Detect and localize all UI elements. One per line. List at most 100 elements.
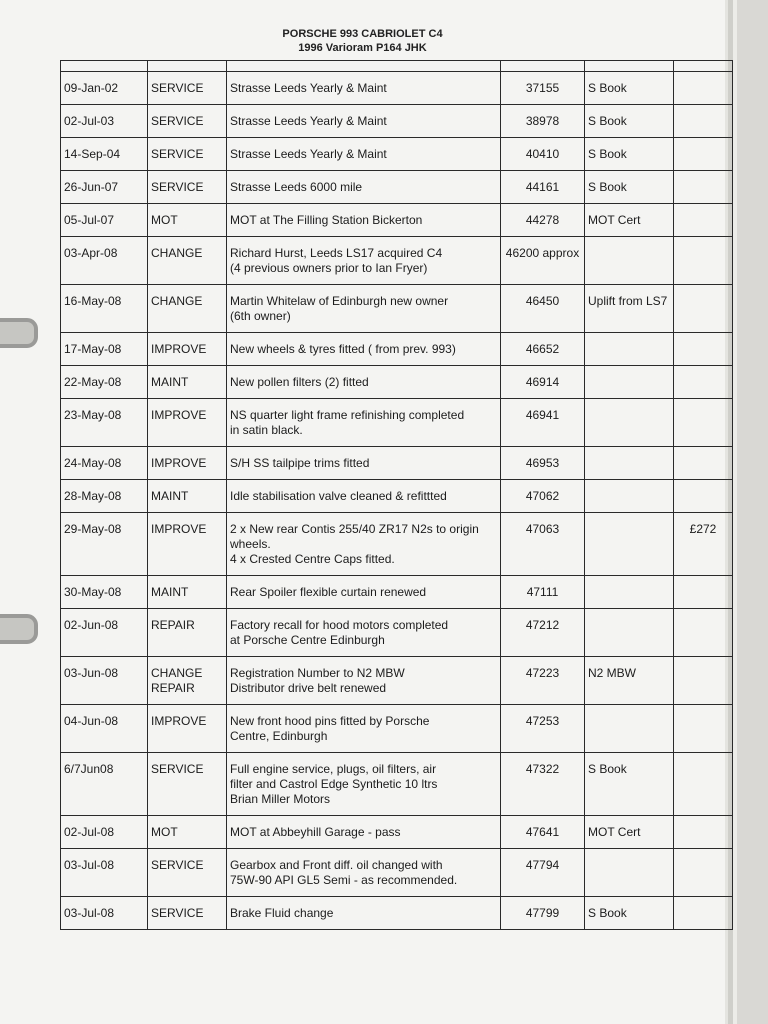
cell-note: S Book: [584, 104, 674, 138]
mileage: 47062: [525, 489, 560, 503]
cell-cost: [673, 203, 733, 237]
entry-row: 22-May-08 MAINT New pollen filters (2) fit…: [60, 365, 733, 399]
type-line: CHANGE: [151, 666, 203, 680]
description-line: Idle stabilisation valve cleaned & refit…: [230, 489, 447, 503]
cell-cost: [673, 896, 733, 930]
date: 03-Jul-08: [64, 858, 115, 872]
cell-type: SERVICE: [147, 752, 227, 816]
cell-type: IMPROVE: [147, 704, 227, 753]
entry-row: 03-Apr-08 CHANGE Richard Hurst, Leeds LS17…: [60, 236, 733, 285]
cell-note: [584, 236, 674, 285]
cell-cost: [673, 656, 733, 705]
entry-row: 16-May-08 CHANGE Martin Whitelaw of Edinbu…: [60, 284, 733, 333]
cell-description: Strasse Leeds Yearly & Maint: [226, 71, 501, 105]
note: MOT Cert: [588, 213, 641, 227]
date: 17-May-08: [64, 342, 122, 356]
date: 05-Jul-07: [64, 213, 115, 227]
cell-mileage: 38978: [500, 104, 585, 138]
cell-date: 14-Sep-04: [60, 137, 148, 171]
cell-note: S Book: [584, 71, 674, 105]
mileage: 46914: [525, 375, 560, 389]
cell-date: 02-Jun-08: [60, 608, 148, 657]
mileage: 47322: [525, 762, 560, 776]
cell-type: CHANGE REPAIR: [147, 656, 227, 705]
cell-date: 23-May-08: [60, 398, 148, 447]
description-line: Richard Hurst, Leeds LS17 acquired C4: [230, 246, 443, 260]
type-line: SERVICE: [151, 858, 204, 872]
description-line: Distributor drive belt renewed: [230, 681, 387, 695]
cell-type: SERVICE: [147, 104, 227, 138]
header-row: [60, 60, 733, 72]
cell-cost: [673, 446, 733, 480]
description-line: Centre, Edinburgh: [230, 729, 328, 743]
mileage: 46652: [525, 342, 560, 356]
date: 29-May-08: [64, 522, 122, 536]
description-line: New pollen filters (2) fitted: [230, 375, 369, 389]
entry-row: 02-Jul-03 SERVICE Strasse Leeds Yearly & M…: [60, 104, 733, 138]
cell-date: 03-Jul-08: [60, 848, 148, 897]
type-line: SERVICE: [151, 906, 204, 920]
cell-cost: [673, 398, 733, 447]
cell-description: New front hood pins fitted by Porsche Cen…: [226, 704, 501, 753]
cell-cost: [673, 365, 733, 399]
binder-ring: [0, 614, 38, 644]
entry-row: 04-Jun-08 IMPROVE New front hood pins fitt…: [60, 704, 733, 753]
description-line: NS quarter light frame refinishing compl…: [230, 408, 465, 422]
cell-cost: [673, 575, 733, 609]
cell-mileage: 47063: [500, 512, 585, 576]
cell-date: 26-Jun-07: [60, 170, 148, 204]
date: 6/7Jun08: [64, 762, 114, 776]
date: 03-Apr-08: [64, 246, 118, 260]
description-line: MOT at Abbeyhill Garage - pass: [230, 825, 401, 839]
cell-mileage: 44278: [500, 203, 585, 237]
cell-description: Gearbox and Front diff. oil changed with…: [226, 848, 501, 897]
cell-description: NS quarter light frame refinishing compl…: [226, 398, 501, 447]
type-line: MAINT: [151, 489, 189, 503]
cell-note: MOT Cert: [584, 203, 674, 237]
note: N2 MBW: [588, 666, 636, 680]
type-line: IMPROVE: [151, 408, 207, 422]
cell-date: 09-Jan-02: [60, 71, 148, 105]
note: S Book: [588, 762, 627, 776]
entry-row: 23-May-08 IMPROVE NS quarter light frame r…: [60, 398, 733, 447]
cell-date: 28-May-08: [60, 479, 148, 513]
description-line: 75W-90 API GL5 Semi - as recommended.: [230, 873, 458, 887]
description-line: wheels.: [230, 537, 271, 551]
cell-type: REPAIR: [147, 608, 227, 657]
mileage: 47794: [525, 858, 560, 872]
cell-mileage: 46914: [500, 365, 585, 399]
mileage: 47212: [525, 618, 560, 632]
cell-note: MOT Cert: [584, 815, 674, 849]
cost: £272: [689, 522, 717, 536]
description-line: New wheels & tyres fitted ( from prev. 9…: [230, 342, 456, 356]
description-line: Gearbox and Front diff. oil changed with: [230, 858, 443, 872]
cell-description: Martin Whitelaw of Edinburgh new owner (6…: [226, 284, 501, 333]
entry-row: 24-May-08 IMPROVE S/H SS tailpipe trims fi…: [60, 446, 733, 480]
type-line: SERVICE: [151, 147, 204, 161]
note: MOT Cert: [588, 825, 641, 839]
description-line: Full engine service, plugs, oil filters,…: [230, 762, 437, 776]
cell-description: MOT at Abbeyhill Garage - pass: [226, 815, 501, 849]
cell-date: 02-Jul-03: [60, 104, 148, 138]
note: S Book: [588, 81, 627, 95]
date: 22-May-08: [64, 375, 122, 389]
cell-type: MAINT: [147, 479, 227, 513]
cell-date: 03-Jul-08: [60, 896, 148, 930]
mileage: 47253: [525, 714, 560, 728]
date: 14-Sep-04: [64, 147, 121, 161]
cell-date: 30-May-08: [60, 575, 148, 609]
cell-note: [584, 608, 674, 657]
cell-description: S/H SS tailpipe trims fitted: [226, 446, 501, 480]
cell-date: 03-Jun-08: [60, 656, 148, 705]
cell-mileage: 47641: [500, 815, 585, 849]
cell-description: Strasse Leeds Yearly & Maint: [226, 137, 501, 171]
description-line: (6th owner): [230, 309, 291, 323]
cell-note: S Book: [584, 752, 674, 816]
mileage: 46200 approx: [505, 246, 580, 260]
description-line: 2 x New rear Contis 255/40 ZR17 N2s to o…: [230, 522, 479, 536]
cell-note: [584, 848, 674, 897]
cell-cost: [673, 479, 733, 513]
note: S Book: [588, 180, 627, 194]
description-line: New front hood pins fitted by Porsche: [230, 714, 430, 728]
cell-note: [584, 365, 674, 399]
